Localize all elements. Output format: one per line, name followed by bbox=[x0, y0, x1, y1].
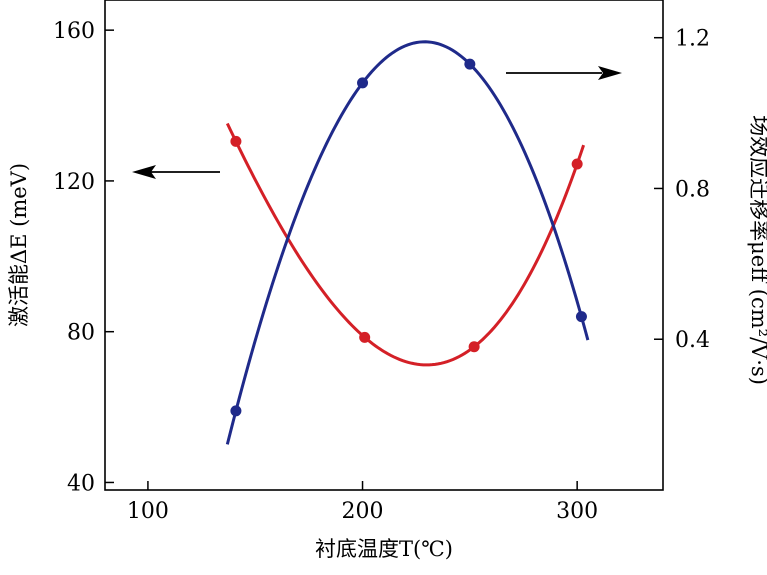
plot-frame bbox=[104, 0, 664, 491]
x-tick-label: 100 bbox=[127, 499, 169, 524]
data-point-right bbox=[575, 311, 587, 323]
fit-curves-group bbox=[225, 40, 590, 445]
arrows-group bbox=[132, 66, 622, 179]
y-right-tick-label: 1.2 bbox=[675, 27, 710, 52]
arrow-right-head bbox=[598, 66, 622, 80]
data-point-left bbox=[230, 135, 242, 147]
y-axis-title-right: 场效应迁移率μeff (cm²/V·s) bbox=[747, 115, 767, 385]
y-left-tick-label: 80 bbox=[67, 321, 95, 346]
data-points-group bbox=[230, 58, 587, 417]
ticks-group: 100 200 300 40 80 120 160 0.4 0.8 1.2 bbox=[53, 19, 710, 524]
fit-curve-right bbox=[225, 40, 590, 445]
y-left-tick-label: 160 bbox=[53, 19, 95, 44]
y-left-tick-label: 40 bbox=[67, 471, 95, 496]
x-tick-label: 200 bbox=[342, 499, 384, 524]
y-right-tick-label: 0.8 bbox=[675, 177, 710, 202]
data-point-right bbox=[230, 405, 242, 417]
y-axis-title-left: 激活能ΔE (meV) bbox=[7, 163, 31, 327]
data-point-right bbox=[464, 58, 476, 70]
arrow-left-head bbox=[132, 165, 156, 179]
fit-curve-left bbox=[225, 122, 586, 367]
x-axis-title: 衬底温度T(℃) bbox=[315, 537, 453, 561]
data-point-left bbox=[571, 158, 583, 170]
y-left-tick-label: 120 bbox=[53, 170, 95, 195]
x-tick-label: 300 bbox=[556, 499, 598, 524]
data-point-left bbox=[468, 341, 480, 353]
y-right-tick-label: 0.4 bbox=[675, 328, 710, 353]
data-point-left bbox=[359, 331, 371, 343]
data-point-right bbox=[357, 77, 369, 89]
